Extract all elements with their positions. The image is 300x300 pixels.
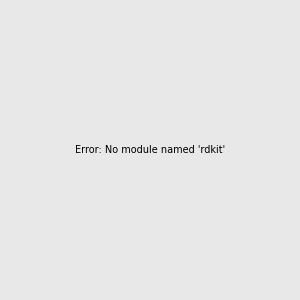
- Text: Error: No module named 'rdkit': Error: No module named 'rdkit': [75, 145, 225, 155]
